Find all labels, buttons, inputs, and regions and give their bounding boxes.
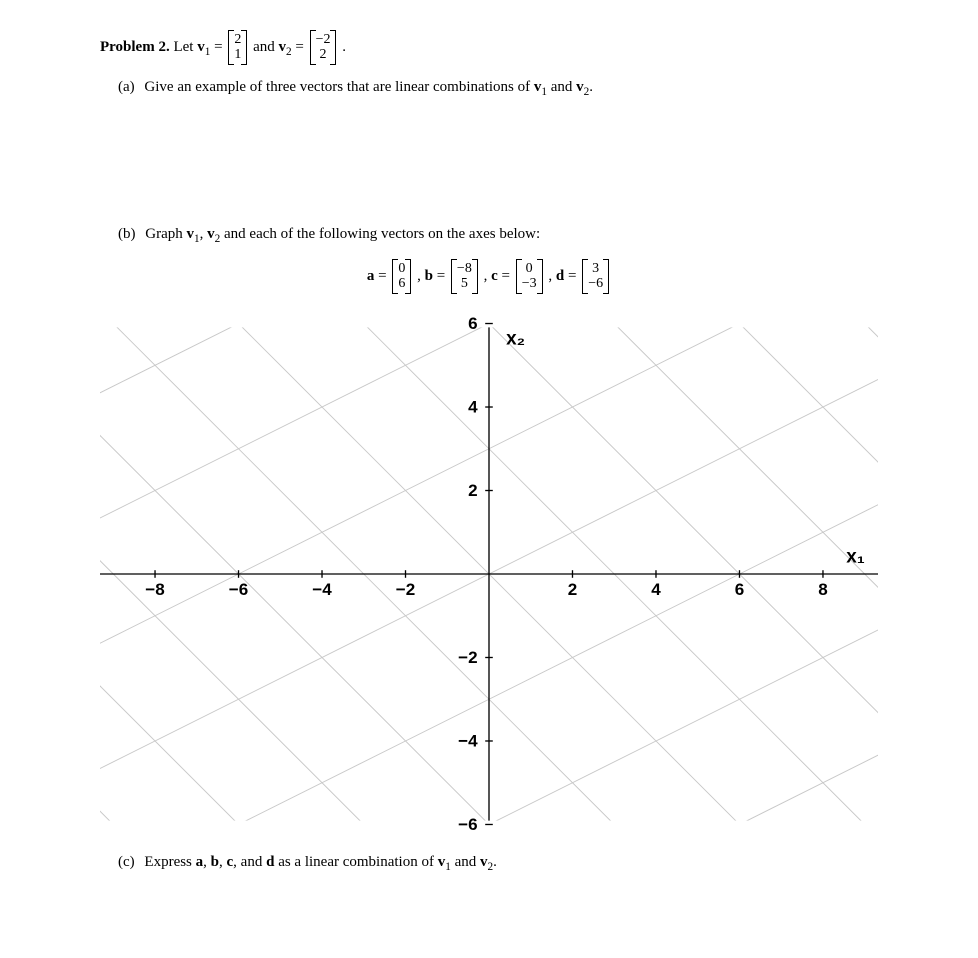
svg-text:x₂: x₂ <box>506 328 525 349</box>
d-matrix: 3 −6 <box>582 259 609 294</box>
svg-text:8: 8 <box>818 579 828 598</box>
spacer-a <box>100 106 878 226</box>
part-c-label: (c) <box>118 854 135 870</box>
part-a: (a) Give an example of three vectors tha… <box>118 79 878 98</box>
oblique-grid-chart: −8−6−4−22468−8−6−4−22468x₁x₂ <box>100 314 878 834</box>
a-matrix: 0 6 <box>392 259 411 294</box>
v2-symbol: v <box>278 39 286 55</box>
svg-text:6: 6 <box>468 314 477 333</box>
problem-statement: Problem 2. Let v1 = 2 1 and v2 = −2 2 . <box>100 30 878 65</box>
period: . <box>342 39 346 55</box>
svg-text:4: 4 <box>468 397 478 416</box>
c-matrix: 0 −3 <box>516 259 543 294</box>
svg-text:−2: −2 <box>458 648 477 667</box>
svg-text:−8: −8 <box>145 579 164 598</box>
v1-matrix: 2 1 <box>228 30 247 65</box>
svg-text:−4: −4 <box>312 579 332 598</box>
svg-text:2: 2 <box>468 481 477 500</box>
svg-text:6: 6 <box>735 579 745 598</box>
v1-symbol: v <box>197 39 205 55</box>
svg-text:−6: −6 <box>458 815 477 834</box>
svg-text:−6: −6 <box>229 579 248 598</box>
b-sym: b <box>425 268 433 284</box>
chart-container: −8−6−4−22468−8−6−4−22468x₁x₂ <box>100 314 878 834</box>
b-matrix: −8 5 <box>451 259 478 294</box>
a-sym: a <box>367 268 375 284</box>
vectors-definition: a = 0 6 , b = −8 5 , c = 0 −3 , d = 3 −6 <box>100 259 878 294</box>
svg-text:−4: −4 <box>458 731 478 750</box>
d-sym: d <box>556 268 564 284</box>
svg-text:2: 2 <box>568 579 578 598</box>
let-text: Let <box>173 39 197 55</box>
part-a-text: Give an example of three vectors that ar… <box>144 79 533 95</box>
eq1: = <box>214 39 226 55</box>
svg-text:−2: −2 <box>396 579 415 598</box>
part-b-prefix: Graph <box>145 226 186 242</box>
and-text: and <box>253 39 278 55</box>
c-sym: c <box>491 268 498 284</box>
part-b-label: (b) <box>118 226 136 242</box>
v1-sub: 1 <box>205 46 211 58</box>
part-c: (c) Express a, b, c, and d as a linear c… <box>118 854 878 873</box>
part-b: (b) Graph v1, v2 and each of the followi… <box>118 226 878 245</box>
problem-label: Problem 2. <box>100 39 170 55</box>
v2-sub: 2 <box>286 46 292 58</box>
part-a-label: (a) <box>118 79 135 95</box>
eq2: = <box>295 39 307 55</box>
svg-text:4: 4 <box>651 579 661 598</box>
svg-text:x₁: x₁ <box>846 546 865 567</box>
v2-matrix: −2 2 <box>310 30 337 65</box>
part-b-mid: and each of the following vectors on the… <box>224 226 540 242</box>
